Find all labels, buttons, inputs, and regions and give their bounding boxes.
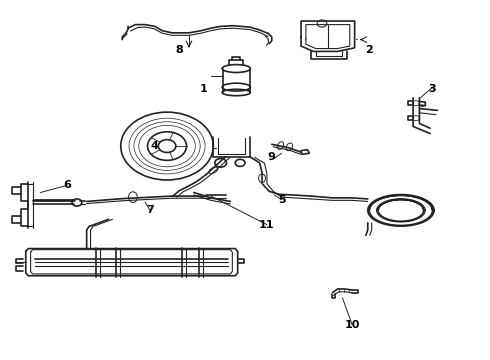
Text: 6: 6 <box>63 180 71 190</box>
Text: 3: 3 <box>429 84 437 94</box>
Text: 10: 10 <box>344 320 360 330</box>
Text: 8: 8 <box>175 45 183 55</box>
Text: 5: 5 <box>278 195 285 204</box>
Text: 4: 4 <box>151 141 159 151</box>
Text: 2: 2 <box>366 45 373 55</box>
Text: 1: 1 <box>200 84 207 94</box>
Text: 11: 11 <box>259 220 275 230</box>
Text: 7: 7 <box>146 205 154 215</box>
Text: 9: 9 <box>268 152 276 162</box>
